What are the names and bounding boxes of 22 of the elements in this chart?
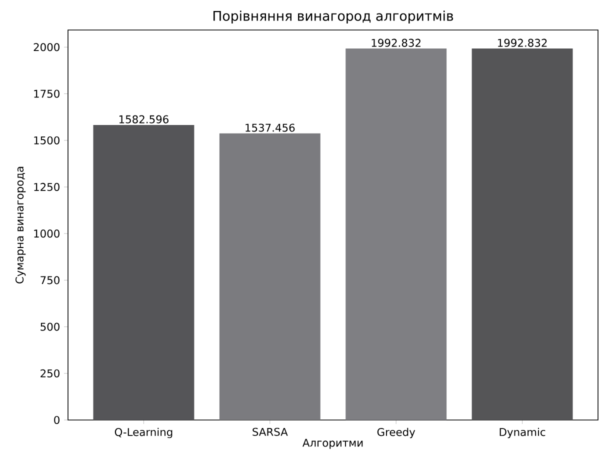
y-tick-label: 250: [40, 369, 60, 378]
y-tick-label: 750: [40, 276, 60, 284]
data-label: 1537.456: [246, 124, 295, 132]
y-tick-label: 2000: [34, 43, 60, 52]
bar: [472, 48, 573, 420]
chart-title: Порівняння винагород алгоритмів: [213, 10, 454, 24]
y-axis-title: Сумарна винагорода: [16, 166, 26, 284]
y-tick-label: 1250: [34, 182, 60, 191]
data-label: 1582.596: [119, 115, 168, 124]
x-tick-label: Q-Learning: [114, 428, 172, 438]
y-tick-label: 0: [54, 416, 60, 424]
bar: [93, 124, 194, 420]
y-tick-label: 1000: [34, 230, 60, 238]
y-tick-label: 500: [40, 322, 60, 331]
y-tick-label: 1750: [34, 90, 60, 98]
x-tick-label: SARSA: [252, 428, 288, 436]
x-axis-title: Алгоритми: [302, 438, 363, 449]
y-tick-label: 1500: [34, 136, 60, 144]
data-label: 1992.832: [372, 38, 420, 47]
x-tick-label: Dynamic: [500, 428, 546, 438]
data-label: 1992.832: [498, 38, 547, 47]
x-tick-label: Greedy: [377, 428, 416, 438]
